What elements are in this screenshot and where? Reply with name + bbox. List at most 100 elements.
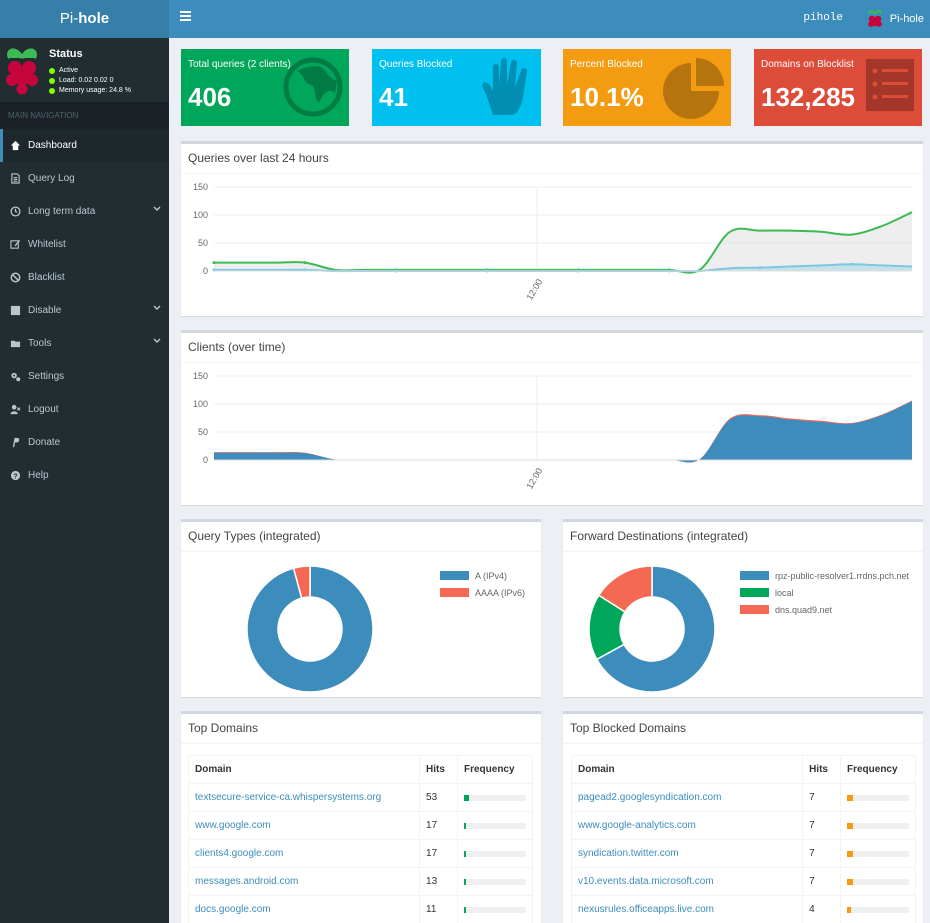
domain-link[interactable]: www.google.com bbox=[195, 820, 271, 831]
slice-a-ipv4-[interactable] bbox=[246, 565, 374, 693]
sidebar-item-help[interactable]: ? Help bbox=[0, 459, 169, 492]
legend-item[interactable]: local bbox=[740, 584, 909, 601]
domain-link[interactable]: v10.events.data.microsoft.com bbox=[578, 876, 714, 887]
status-dot-icon bbox=[49, 67, 55, 74]
slice-dns-quad9-net[interactable] bbox=[597, 565, 653, 613]
sidebar-item-label: Blacklist bbox=[28, 272, 65, 283]
queries-chart: 0 50 100 150 12:00 bbox=[193, 182, 913, 302]
legend-item[interactable]: AAAA (IPv6) bbox=[440, 584, 525, 601]
clock-icon bbox=[10, 206, 21, 217]
column-header[interactable]: Domain bbox=[570, 755, 804, 784]
user-times-icon bbox=[10, 404, 21, 415]
column-header[interactable]: Hits bbox=[802, 755, 841, 784]
table-row: docs.google.com 11 bbox=[187, 895, 534, 923]
infobox-value: 10.1% bbox=[570, 82, 644, 112]
globe-icon bbox=[283, 57, 343, 117]
infobox-value: 41 bbox=[379, 82, 408, 112]
domain-link[interactable]: nexusrules.officeapps.live.com bbox=[578, 904, 714, 915]
table-row: v10.events.data.microsoft.com 7 bbox=[570, 867, 917, 896]
table-header-row: Domain Hits Frequency bbox=[570, 755, 917, 784]
chevron-down-icon bbox=[153, 305, 161, 310]
sidebar: Status Active Load: 0.02 0.02 0 Memory u… bbox=[0, 38, 169, 923]
infobox-label: Domains on Blocklist bbox=[761, 59, 854, 70]
hits-cell: 53 bbox=[419, 783, 458, 812]
pie-chart-icon bbox=[663, 58, 724, 119]
status-dot-icon bbox=[49, 77, 55, 84]
domain-link[interactable]: www.google-analytics.com bbox=[578, 820, 696, 831]
hostname: pihole bbox=[803, 12, 843, 24]
top-blocked-panel: Top Blocked Domains Domain Hits Frequency p… bbox=[563, 711, 923, 923]
x-tick-label: 12:00 bbox=[524, 277, 544, 302]
status-panel: Status Active Load: 0.02 0.02 0 Memory u… bbox=[0, 38, 169, 102]
sidebar-item-label: Disable bbox=[28, 305, 62, 316]
legend-label: AAAA (IPv6) bbox=[475, 587, 526, 598]
panel-title: Top Blocked Domains bbox=[563, 714, 923, 744]
hamburger-menu-icon[interactable] bbox=[180, 11, 191, 23]
ban-icon bbox=[10, 272, 21, 283]
data-point bbox=[849, 262, 853, 266]
raspberry-logo-icon bbox=[6, 48, 38, 95]
frequency-fill bbox=[463, 822, 466, 829]
domain-link[interactable]: pagead2.googlesyndication.com bbox=[578, 792, 722, 803]
y-tick-label: 150 bbox=[193, 182, 208, 192]
brand-prefix: Pi- bbox=[59, 10, 79, 27]
sidebar-item-blacklist[interactable]: Blacklist bbox=[0, 261, 169, 294]
legend-item[interactable]: A (IPv4) bbox=[440, 567, 525, 584]
frequency-bar bbox=[846, 878, 909, 885]
user-menu[interactable]: Pi-hole bbox=[866, 9, 924, 29]
sidebar-item-settings[interactable]: Settings bbox=[0, 360, 169, 393]
hits-cell: 7 bbox=[802, 839, 841, 868]
column-header[interactable]: Frequency bbox=[456, 755, 534, 784]
domain-link[interactable]: messages.android.com bbox=[195, 876, 299, 887]
domain-link[interactable]: docs.google.com bbox=[195, 904, 271, 915]
x-tick-label: 12:00 bbox=[524, 466, 544, 491]
domain-link[interactable]: textsecure-service-ca.whispersystems.org bbox=[195, 792, 382, 803]
table-row: www.google.com 17 bbox=[187, 811, 534, 840]
legend-swatch bbox=[440, 571, 469, 580]
frequency-bar bbox=[463, 878, 526, 885]
hits-cell: 4 bbox=[802, 895, 841, 923]
column-header[interactable]: Frequency bbox=[839, 755, 917, 784]
series-area bbox=[214, 264, 912, 272]
sidebar-item-whitelist[interactable]: Whitelist bbox=[0, 228, 169, 261]
query-types-donut bbox=[246, 565, 374, 693]
y-tick-label: 50 bbox=[198, 427, 208, 437]
sidebar-item-long-term-data[interactable]: Long term data bbox=[0, 195, 169, 228]
series-area-client-1 bbox=[214, 401, 912, 463]
sidebar-item-query-log[interactable]: Query Log bbox=[0, 162, 169, 195]
column-header[interactable]: Domain bbox=[187, 755, 421, 784]
domain-link[interactable]: clients4.google.com bbox=[195, 848, 284, 859]
slice-aaaa-ipv6-[interactable] bbox=[292, 565, 311, 600]
forward-destinations-legend: rpz-public-resolver1.rrdns.pch.net local d… bbox=[740, 567, 909, 618]
domain-link[interactable]: syndication.twitter.com bbox=[578, 848, 679, 859]
domains-blocklist-box: Domains on Blocklist 132,285 bbox=[754, 49, 922, 126]
legend-swatch bbox=[740, 588, 769, 597]
legend-item[interactable]: dns.quad9.net bbox=[740, 601, 909, 618]
slice-rpz-public-resolver1-rrdns-pch-net[interactable] bbox=[595, 565, 716, 693]
data-point bbox=[758, 266, 762, 270]
sidebar-item-donate[interactable]: Donate bbox=[0, 426, 169, 459]
logo[interactable]: Pi-hole bbox=[0, 0, 169, 38]
chevron-down-icon bbox=[153, 338, 161, 343]
frequency-fill bbox=[463, 906, 466, 913]
sidebar-item-disable[interactable]: Disable bbox=[0, 294, 169, 327]
top-domains-panel: Top Domains Domain Hits Frequency textsecur… bbox=[181, 711, 541, 923]
file-icon bbox=[10, 173, 21, 184]
sidebar-item-tools[interactable]: Tools bbox=[0, 327, 169, 360]
status-memory: Memory usage: 24.8 % bbox=[49, 87, 131, 94]
stop-icon bbox=[10, 305, 21, 316]
sidebar-item-logout[interactable]: Logout bbox=[0, 393, 169, 426]
user-name: Pi-hole bbox=[889, 13, 924, 25]
y-tick-label: 100 bbox=[193, 399, 208, 409]
hits-cell: 17 bbox=[419, 839, 458, 868]
y-tick-label: 0 bbox=[203, 455, 208, 465]
sidebar-menu: Dashboard Query Log Long term data Whitelis… bbox=[0, 129, 169, 492]
query-types-panel: Query Types (integrated) A (IPv4) AAAA (I… bbox=[181, 519, 541, 697]
nav-header: MAIN NAVIGATION bbox=[0, 102, 169, 129]
y-tick-label: 100 bbox=[193, 210, 208, 220]
frequency-fill bbox=[846, 850, 854, 857]
sidebar-item-dashboard[interactable]: Dashboard bbox=[0, 129, 169, 162]
hits-cell: 17 bbox=[419, 811, 458, 840]
column-header[interactable]: Hits bbox=[419, 755, 458, 784]
legend-item[interactable]: rpz-public-resolver1.rrdns.pch.net bbox=[740, 567, 909, 584]
